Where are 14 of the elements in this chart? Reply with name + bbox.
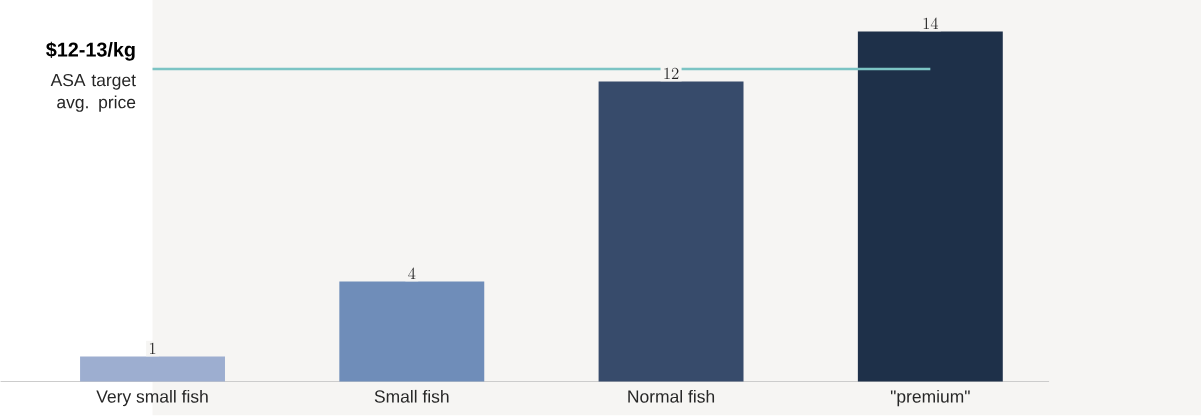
annotation: ASA target avg. price	[50, 74, 136, 113]
data-label: 14	[923, 17, 939, 30]
data-label: 1	[149, 343, 156, 355]
x-tick-label: Normal fish	[628, 390, 715, 403]
ref-line-label: $12-13/kg	[46, 41, 135, 61]
x-tick-label: Very small fish	[96, 390, 208, 407]
bar	[598, 81, 744, 382]
bar	[857, 31, 1003, 382]
bar	[80, 356, 225, 382]
bar	[339, 281, 485, 382]
data-label: 4	[408, 267, 416, 280]
x-tick-label: Small fish	[374, 390, 449, 403]
x-tick-label: "premium"	[890, 390, 970, 407]
data-label: 12	[664, 68, 679, 80]
